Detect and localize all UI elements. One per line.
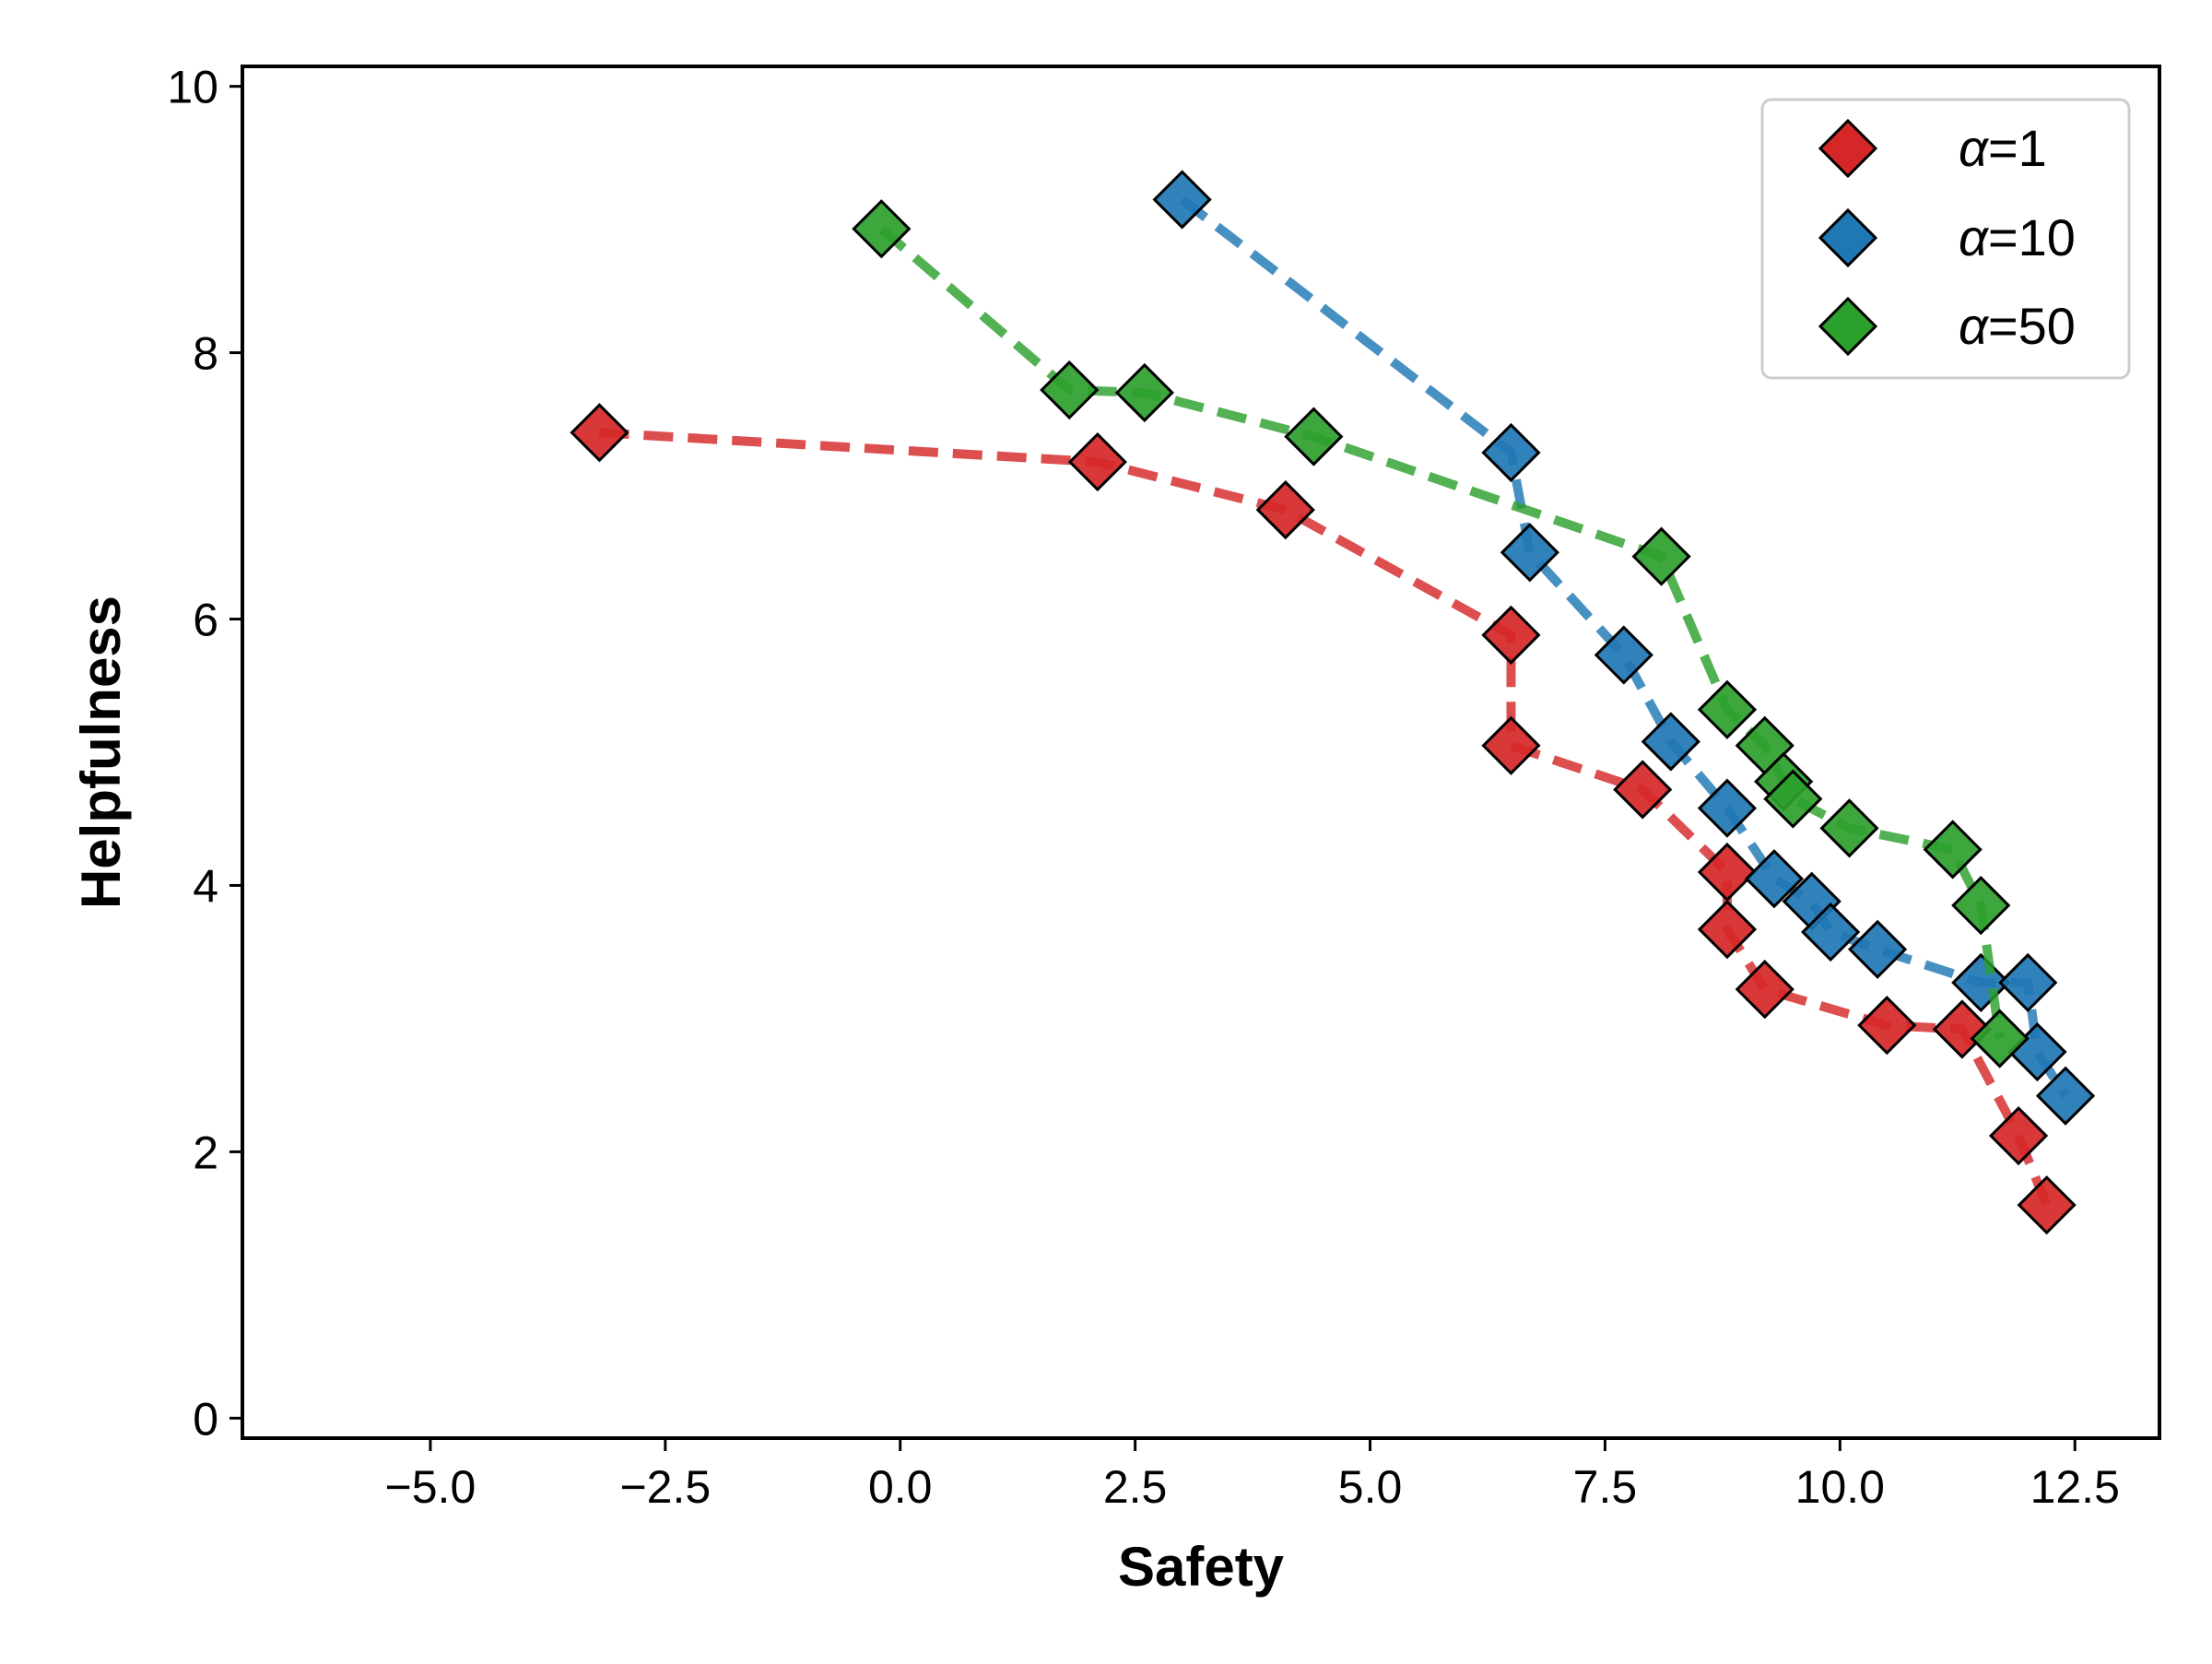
x-tick-label: 7.5 (1573, 1461, 1638, 1513)
x-tick-label: −2.5 (619, 1461, 711, 1513)
data-point-alpha-1 (570, 403, 629, 463)
data-point-alpha-10 (1847, 919, 1908, 979)
data-point-alpha-1 (1481, 605, 1541, 665)
x-tick-label: −5.0 (385, 1461, 477, 1513)
data-point-alpha-10 (1500, 523, 1559, 583)
x-tick-label: 10.0 (1795, 1461, 1885, 1513)
y-tick-label: 8 (193, 328, 218, 380)
data-point-alpha-50 (1763, 769, 1823, 829)
data-point-alpha-50 (1923, 820, 1983, 879)
data-point-alpha-50 (1631, 526, 1691, 586)
x-axis: −5.0 −2.5 0.0 2.5 5.0 7.5 10.0 12.5 (385, 1438, 2120, 1513)
x-axis-title: Safety (1118, 1536, 1285, 1598)
legend-label-alpha-1-value: =1 (1988, 119, 2047, 177)
y-axis: 0 2 4 6 8 10 (167, 62, 242, 1445)
y-tick-label: 4 (193, 860, 218, 912)
data-point-alpha-1 (1481, 715, 1541, 775)
x-tick-label: 0.0 (868, 1461, 933, 1513)
data-point-alpha-10 (1481, 422, 1541, 483)
series-alpha-1 (570, 403, 2077, 1235)
legend-label-alpha-50-value: =50 (1988, 297, 2076, 355)
legend-marker-alpha-1 (1818, 118, 1878, 179)
data-point-alpha-50 (852, 199, 912, 259)
data-point-alpha-10 (1641, 712, 1700, 772)
data-point-alpha-1 (2017, 1175, 2077, 1235)
legend-label-alpha-50: α=50 (1959, 297, 2076, 355)
legend-entry-alpha-10: α=10 (1818, 207, 2076, 268)
legend: α=1 α=10 α=50 (1760, 98, 2131, 380)
data-point-alpha-10 (1594, 625, 1653, 685)
data-point-alpha-50 (1040, 360, 1100, 420)
data-point-alpha-10 (1998, 952, 2058, 1013)
data-point-alpha-10 (1801, 902, 1861, 962)
data-point-alpha-10 (1152, 170, 1212, 230)
legend-entry-alpha-50: α=50 (1818, 296, 2076, 357)
data-point-alpha-1 (1255, 479, 1315, 540)
legend-label-alpha-10: α=10 (1959, 208, 2076, 266)
legend-label-alpha-10-value: =10 (1988, 208, 2076, 266)
data-point-alpha-10 (1697, 778, 1758, 838)
y-tick-label: 6 (193, 595, 218, 646)
data-point-alpha-50 (1951, 876, 2011, 936)
plot-area-frame (241, 65, 2161, 1440)
legend-marker-alpha-10 (1818, 207, 1878, 268)
data-point-alpha-1 (1857, 996, 1917, 1056)
y-tick-label: 0 (193, 1393, 218, 1445)
legend-label-alpha-50-symbol: α (1959, 297, 1990, 355)
data-point-alpha-50 (1819, 798, 1879, 858)
data-point-alpha-50 (1970, 1009, 2030, 1068)
x-tick-label: 2.5 (1103, 1461, 1168, 1513)
series-alpha-50 (852, 199, 2030, 1068)
legend-entry-alpha-1: α=1 (1818, 118, 2047, 179)
data-point-alpha-1 (1067, 431, 1127, 492)
legend-marker-alpha-50 (1818, 296, 1878, 357)
x-tick-label: 5.0 (1338, 1461, 1403, 1513)
data-point-alpha-10 (2035, 1066, 2096, 1126)
y-axis-title: Helpfulness (70, 596, 132, 909)
legend-label-alpha-1: α=1 (1959, 119, 2047, 177)
data-point-alpha-10 (1744, 849, 1805, 909)
legend-label-alpha-10-symbol: α (1959, 208, 1990, 266)
data-point-alpha-1 (1988, 1105, 2049, 1166)
data-point-alpha-50 (1284, 407, 1344, 466)
data-point-alpha-1 (1735, 960, 1794, 1020)
series-alpha-10 (1152, 170, 2096, 1126)
data-point-alpha-1 (1613, 760, 1673, 820)
x-tick-label: 12.5 (2030, 1461, 2120, 1513)
series-layer (570, 170, 2096, 1235)
y-tick-label: 10 (167, 62, 218, 113)
data-point-alpha-1 (1697, 900, 1758, 960)
data-point-alpha-50 (1697, 679, 1758, 739)
y-tick-label: 2 (193, 1127, 218, 1178)
data-point-alpha-50 (1114, 362, 1174, 423)
legend-label-alpha-1-symbol: α (1959, 119, 1990, 177)
